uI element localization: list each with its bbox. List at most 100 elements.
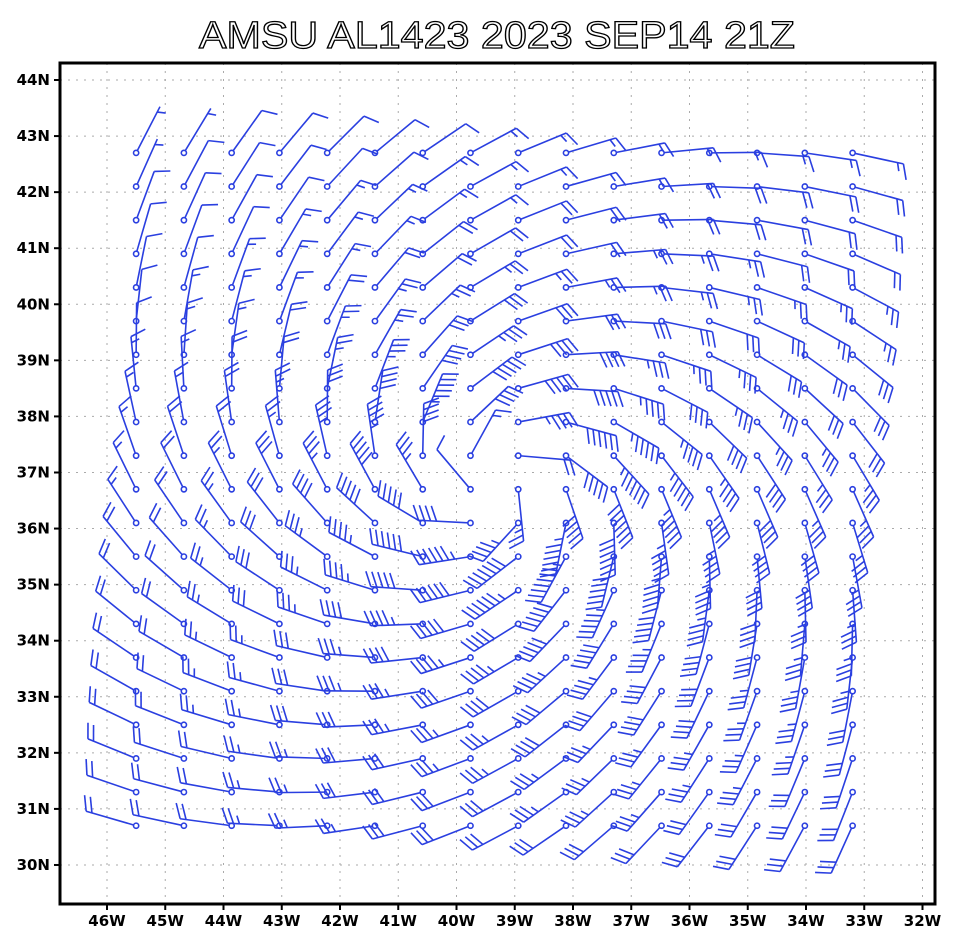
barb-full xyxy=(720,856,736,859)
station-marker xyxy=(277,520,282,525)
y-tick-label: 44N xyxy=(17,71,50,89)
station-marker xyxy=(563,285,568,290)
barb-half xyxy=(589,678,597,680)
barb-half xyxy=(581,811,589,815)
station-marker xyxy=(229,655,234,660)
barb-full xyxy=(594,390,599,405)
barb-full xyxy=(695,407,697,423)
barb-full xyxy=(744,372,745,388)
barb-shaft xyxy=(664,356,711,372)
barb-full xyxy=(305,483,312,497)
station-marker xyxy=(229,689,234,694)
barb-full xyxy=(663,831,679,835)
barb-shaft xyxy=(419,557,468,565)
wind-barb xyxy=(277,177,325,223)
barb-full xyxy=(362,148,377,154)
barb-half xyxy=(684,753,692,754)
barb-full xyxy=(903,164,906,180)
station-marker xyxy=(802,789,807,794)
wind-barb xyxy=(841,588,856,650)
barb-shaft xyxy=(281,113,313,151)
wind-barb xyxy=(728,655,760,710)
barb-full xyxy=(848,347,850,363)
wind-barb xyxy=(754,251,809,283)
wind-barb xyxy=(754,184,812,209)
barb-full xyxy=(245,269,261,271)
station-marker xyxy=(850,251,855,256)
wind-barb xyxy=(420,254,476,290)
station-marker xyxy=(134,184,139,189)
wind-barb xyxy=(802,453,832,513)
barb-half xyxy=(240,672,241,681)
barb-shaft xyxy=(236,562,277,589)
barb-full xyxy=(364,611,371,626)
barb-shaft xyxy=(424,316,457,353)
barb-shaft xyxy=(684,727,708,770)
barb-full xyxy=(98,616,101,632)
barb-shaft xyxy=(534,592,564,631)
barb-half xyxy=(670,473,675,480)
station-marker xyxy=(754,453,759,458)
x-tick-label: 43W xyxy=(263,912,301,930)
chart-title: AMSU AL1423 2023 SEP14 21Z xyxy=(199,15,795,57)
station-marker xyxy=(277,285,282,290)
wind-barb xyxy=(325,306,362,358)
barb-shaft xyxy=(329,244,356,286)
barb-full xyxy=(330,639,335,654)
barb-full xyxy=(682,668,698,670)
barb-full xyxy=(760,300,762,316)
barb-shaft xyxy=(421,658,468,673)
wind-barb xyxy=(174,362,188,424)
wind-barb xyxy=(229,269,261,324)
barb-full xyxy=(761,262,765,278)
barb-shaft xyxy=(228,751,277,758)
station-marker xyxy=(229,722,234,727)
station-marker xyxy=(516,588,521,593)
wind-barb xyxy=(372,152,428,189)
barb-shaft xyxy=(324,615,373,623)
barb-shaft xyxy=(853,525,867,572)
station-marker xyxy=(754,419,759,424)
station-marker xyxy=(277,722,282,727)
barb-full xyxy=(690,404,692,420)
barb-full xyxy=(276,742,282,757)
barb-half xyxy=(391,617,394,625)
barb-full xyxy=(534,585,550,587)
station-marker xyxy=(611,184,616,189)
barb-full xyxy=(526,674,541,681)
station-marker xyxy=(468,823,473,828)
barb-full xyxy=(615,763,631,767)
barb-half xyxy=(582,778,590,782)
wind-barb xyxy=(668,722,712,770)
x-tick-label: 41W xyxy=(380,912,418,930)
barb-full xyxy=(620,817,635,822)
station-marker xyxy=(516,789,521,794)
barb-full xyxy=(286,554,287,570)
barb-full xyxy=(388,486,391,502)
barb-full xyxy=(619,758,635,762)
station-marker xyxy=(229,621,234,626)
barb-half xyxy=(702,256,705,264)
x-tick-label: 37W xyxy=(613,912,651,930)
station-marker xyxy=(181,386,186,391)
barb-shaft xyxy=(367,404,374,453)
barb-full xyxy=(798,340,799,356)
barb-full xyxy=(809,193,813,209)
barb-full xyxy=(723,740,739,741)
barb-full xyxy=(311,145,327,149)
station-marker xyxy=(659,319,664,324)
barb-full xyxy=(669,853,685,857)
barb-full xyxy=(100,580,105,595)
barb-half xyxy=(505,267,512,272)
station-marker xyxy=(850,386,855,391)
barb-full xyxy=(384,573,389,588)
barb-shaft xyxy=(329,148,363,184)
barb-full xyxy=(302,241,318,242)
barb-half xyxy=(865,485,870,492)
station-marker xyxy=(802,453,807,458)
barb-full xyxy=(589,476,593,492)
barb-full xyxy=(815,872,831,873)
station-marker xyxy=(181,150,186,155)
barb-shaft xyxy=(806,458,832,500)
barb-shaft xyxy=(664,322,712,332)
